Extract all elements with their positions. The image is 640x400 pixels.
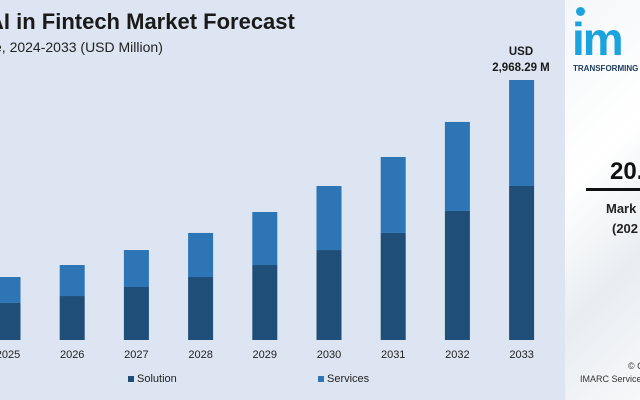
bar-services-2026 xyxy=(59,265,85,297)
x-tick-label-2025: 2025 xyxy=(0,349,20,361)
x-tick-label-2030: 2030 xyxy=(317,349,341,361)
copyright-line-2: IMARC Services xyxy=(580,374,640,384)
legend-swatch-solution xyxy=(128,376,134,382)
chart-area: AI in Fintech Market Forecast e, 2024-20… xyxy=(0,9,561,385)
logo-dot xyxy=(576,7,585,16)
bar-solution-2027 xyxy=(123,287,149,340)
copyright-line-1: © C xyxy=(628,361,640,371)
annotation-currency: USD xyxy=(508,46,534,58)
side-panel xyxy=(565,0,640,400)
legend-label-services: Services xyxy=(327,373,370,385)
bar-services-2025 xyxy=(0,277,21,303)
cagr-value: 20. xyxy=(610,158,640,185)
logo-tagline: TRANSFORMING xyxy=(573,64,639,73)
x-tick-label-2033: 2033 xyxy=(509,349,533,361)
bar-services-2029 xyxy=(252,212,278,266)
final-value-annotation: USD 2,968.29 M xyxy=(481,44,561,76)
bar-solution-2032 xyxy=(444,210,470,340)
bar-services-2033 xyxy=(509,80,535,186)
legend-item-solution: Solution xyxy=(128,373,177,385)
cagr-divider xyxy=(586,188,640,191)
bar-services-2032 xyxy=(444,121,470,211)
x-tick-label-2026: 2026 xyxy=(60,349,84,361)
chart-title: AI in Fintech Market Forecast xyxy=(0,9,295,34)
bar-solution-2029 xyxy=(252,265,278,340)
bar-solution-2028 xyxy=(188,277,214,340)
bar-solution-2026 xyxy=(59,296,85,340)
legend-swatch-services xyxy=(318,376,324,382)
x-tick-label-2029: 2029 xyxy=(253,349,277,361)
legend-item-services: Services xyxy=(318,373,369,385)
bar-services-2031 xyxy=(380,157,406,233)
x-tick-label-2031: 2031 xyxy=(381,349,405,361)
bar-services-2028 xyxy=(188,232,214,278)
x-tick-label-2027: 2027 xyxy=(124,349,148,361)
bar-services-2030 xyxy=(316,185,342,251)
annotation-value: 2,968.29 M xyxy=(492,62,550,74)
legend-label-solution: Solution xyxy=(137,373,177,385)
x-tick-label-2028: 2028 xyxy=(188,349,212,361)
x-tick-label-2032: 2032 xyxy=(445,349,469,361)
imarc-logo: im xyxy=(572,13,624,65)
bar-solution-2031 xyxy=(380,232,406,340)
cagr-label: Mark xyxy=(606,201,637,216)
bar-solution-2033 xyxy=(509,185,535,340)
bar-solution-2025 xyxy=(0,302,21,340)
bar-plot: 2025 2026 2027 2028 2029 2030 2031 2032 2033 xyxy=(0,80,535,361)
bar-services-2027 xyxy=(123,250,149,288)
chart-subtitle: e, 2024-2033 (USD Million) xyxy=(0,39,163,55)
bar-solution-2030 xyxy=(316,250,342,340)
cagr-period: (202 xyxy=(612,221,639,236)
